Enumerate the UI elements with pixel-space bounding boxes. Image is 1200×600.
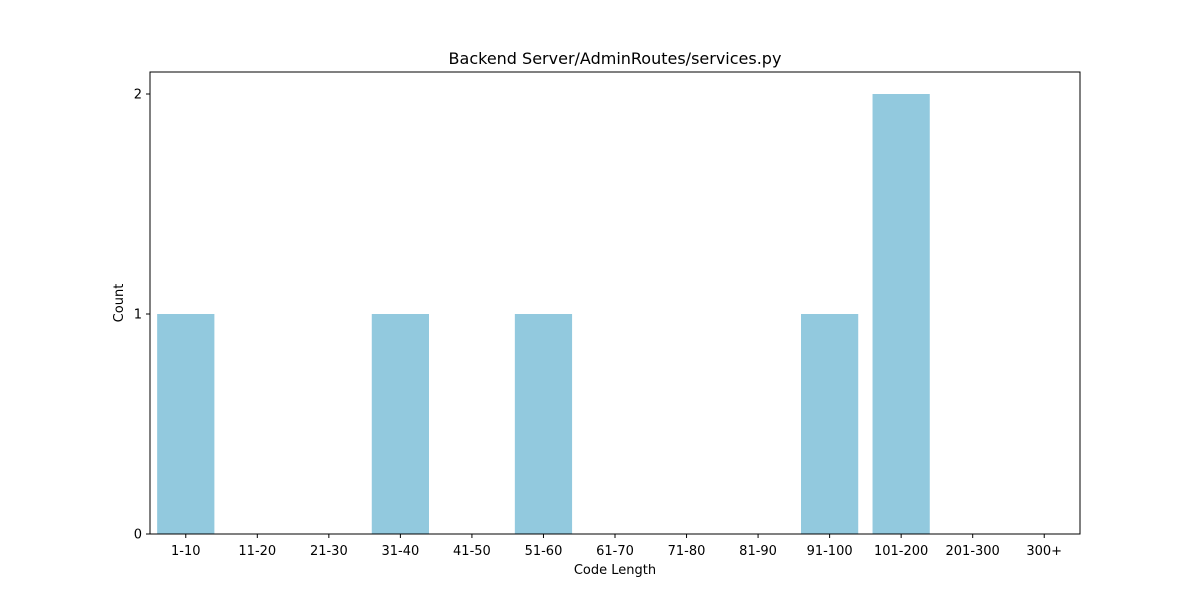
- x-tick-label: 61-70: [596, 544, 634, 559]
- bar-31-40: [371, 314, 429, 534]
- bar-91-100: [801, 314, 859, 534]
- x-axis-label: Code Length: [574, 563, 656, 578]
- x-tick-label: 300+: [1026, 544, 1062, 559]
- bars-layer: [157, 94, 930, 534]
- x-tick-label: 31-40: [381, 544, 419, 559]
- x-tick-label: 11-20: [238, 544, 276, 559]
- bar-101-200: [872, 94, 930, 534]
- x-tick-label: 1-10: [171, 544, 201, 559]
- plot-frame: [149, 71, 1081, 535]
- y-axis-label: Count: [112, 284, 127, 323]
- x-tick-label: 51-60: [525, 544, 563, 559]
- ticks-layer: 1-10 11-20 21-30 31-40 41-50 51-60 61-70 71-80 8…: [134, 88, 1062, 560]
- chart-title: Backend Server/AdminRoutes/services.py: [449, 49, 782, 68]
- x-tick-label: 41-50: [453, 544, 491, 559]
- bar-51-60: [514, 314, 573, 534]
- x-tick-label: 71-80: [668, 544, 706, 559]
- bar-1-10: [157, 314, 215, 534]
- y-tick-label: 2: [134, 88, 142, 103]
- y-tick-label: 1: [134, 308, 142, 323]
- x-tick-label: 81-90: [739, 544, 777, 559]
- x-tick-label: 201-300: [946, 544, 1000, 559]
- x-tick-label: 91-100: [807, 544, 853, 559]
- x-tick-label: 21-30: [310, 544, 348, 559]
- y-tick-label: 0: [134, 528, 142, 543]
- x-tick-label: 101-200: [874, 544, 928, 559]
